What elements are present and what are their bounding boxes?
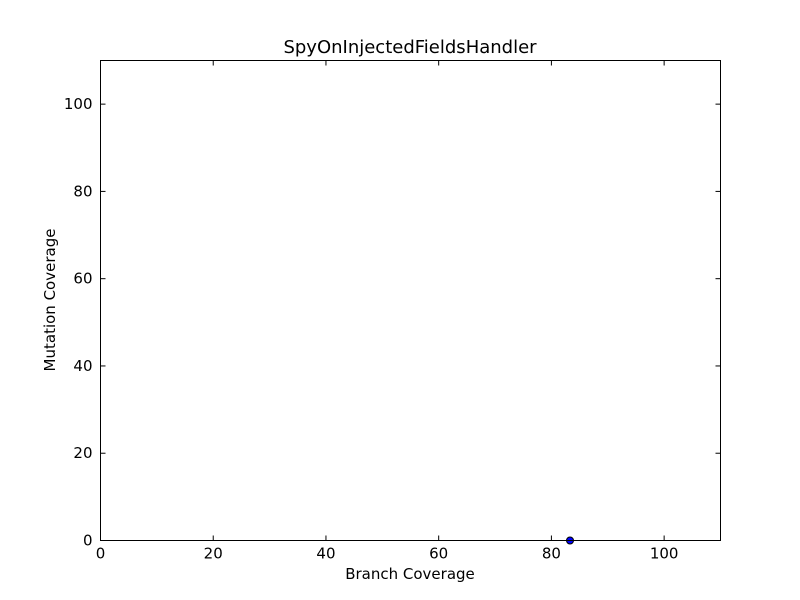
x-tick-label: 100 — [650, 545, 679, 563]
y-tick-label: 80 — [73, 182, 92, 200]
y-tick-label: 0 — [83, 532, 93, 550]
x-tick-label: 80 — [542, 545, 561, 563]
x-tick-label: 40 — [316, 545, 335, 563]
y-tick-label: 60 — [73, 270, 92, 288]
plot-area-frame — [100, 60, 721, 541]
y-axis-label: Mutation Coverage — [41, 229, 59, 372]
x-axis-ticks: 0 20 40 60 80 100 — [96, 60, 679, 563]
chart-title: SpyOnInjectedFieldsHandler — [283, 37, 537, 58]
y-tick-label: 40 — [73, 357, 92, 375]
y-axis-ticks: 0 20 40 60 80 100 — [64, 95, 721, 550]
y-tick-label: 100 — [64, 95, 93, 113]
x-axis-label: Branch Coverage — [345, 565, 475, 583]
y-tick-label: 20 — [73, 444, 92, 462]
x-tick-label: 60 — [429, 545, 448, 563]
x-tick-label: 0 — [96, 545, 106, 563]
x-tick-label: 20 — [204, 545, 223, 563]
